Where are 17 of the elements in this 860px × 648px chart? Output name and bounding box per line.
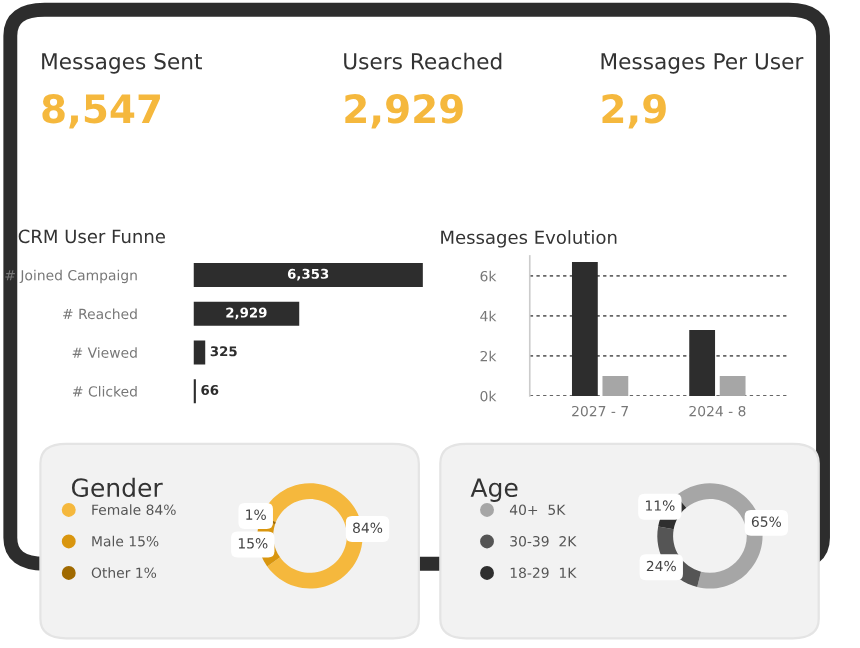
text: 2,9: [602, 94, 666, 129]
text: 8,547: [42, 94, 160, 129]
bar: [602, 375, 629, 396]
text: Users Reached: [344, 52, 502, 70]
chart-title: Messages Evolution: [441, 230, 617, 248]
bar: [689, 329, 716, 396]
bar: [719, 375, 746, 396]
bar: [193, 301, 300, 326]
text: Messages Sent: [42, 53, 202, 74]
text: Messages Per User: [601, 53, 804, 74]
chart-title: Gender: [71, 477, 163, 498]
bar: [193, 340, 206, 365]
chart-title: CRM User Funne: [18, 229, 165, 244]
bar: [193, 262, 423, 287]
text: 2,929: [345, 94, 463, 129]
bar: [571, 261, 598, 396]
chart-title: Age: [470, 478, 518, 502]
